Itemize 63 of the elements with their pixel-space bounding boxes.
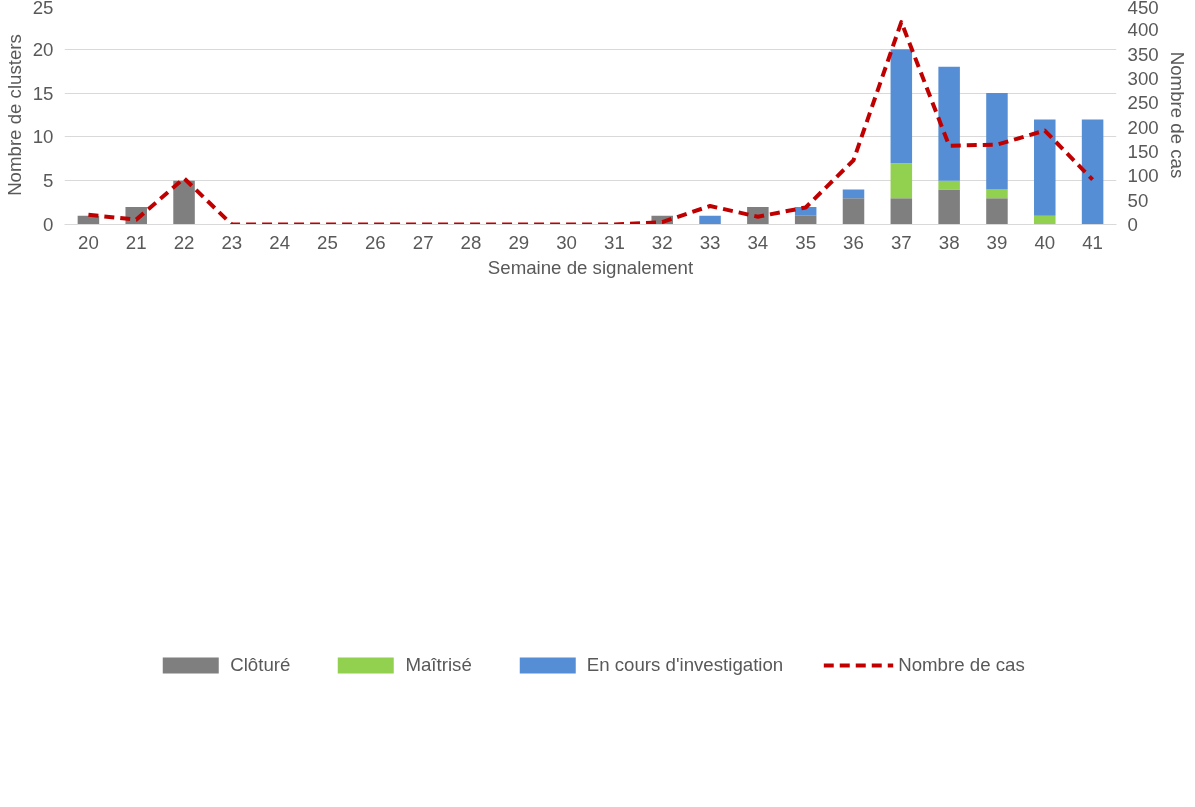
- x-tick-label: 26: [364, 231, 386, 253]
- y-tick-label: 10: [32, 126, 54, 148]
- y2-tick-label: 150: [1127, 141, 1159, 162]
- legend-label: Clôturé: [230, 653, 291, 676]
- bar: [794, 206, 817, 216]
- bar: [842, 189, 865, 199]
- bar: [842, 198, 865, 225]
- y-axis-title: Nombre de clusters: [3, 34, 25, 196]
- x-tick-label: 38: [938, 231, 960, 253]
- y2-tick-label: 450: [1127, 0, 1159, 18]
- y2-tick-label: 300: [1127, 68, 1159, 89]
- x-tick-label: 29: [508, 231, 530, 253]
- bar: [986, 198, 1008, 225]
- bar: [890, 198, 913, 225]
- bar: [986, 189, 1008, 199]
- legend-label: En cours d'investigation: [586, 653, 784, 676]
- x-tick-label: 28: [460, 231, 482, 253]
- y2-tick-label: 250: [1127, 92, 1159, 114]
- y-tick-label: 5: [43, 170, 54, 192]
- bar: [699, 215, 721, 225]
- bar: [890, 49, 913, 164]
- line-series: [86, 20, 1095, 225]
- y2-tick-label: 350: [1127, 43, 1159, 65]
- x-tick-label: 23: [221, 231, 243, 253]
- bar: [173, 180, 195, 225]
- x-tick-label: 32: [651, 231, 673, 253]
- x-tick-label: 34: [747, 231, 769, 253]
- x-tick-label: 22: [173, 231, 195, 253]
- bar: [890, 163, 913, 199]
- bar: [1034, 215, 1056, 225]
- bar: [1034, 119, 1056, 216]
- bar: [938, 189, 960, 225]
- y2-tick-label: 50: [1127, 189, 1149, 211]
- y2-tick-label: 0: [1127, 214, 1138, 235]
- x-tick-label: 24: [269, 231, 291, 253]
- x-tick-label: 27: [412, 231, 434, 253]
- y2-tick-label: 200: [1127, 116, 1159, 138]
- bar: [938, 66, 960, 181]
- y2-axis-title: Nombre de cas: [1166, 51, 1188, 179]
- bar: [938, 180, 960, 190]
- x-tick-label: 39: [986, 231, 1008, 253]
- x-tick-label: 25: [317, 231, 338, 253]
- y-tick-label: 25: [32, 0, 54, 18]
- legend-label: Nombre de cas: [898, 653, 1025, 676]
- x-tick-label: 41: [1082, 231, 1103, 253]
- x-tick-label: 36: [843, 231, 864, 253]
- x-tick-label: 35: [795, 231, 817, 253]
- x-tick-label: 40: [1034, 231, 1056, 253]
- bar: [1081, 119, 1104, 225]
- y2-tick-label: 100: [1127, 165, 1159, 187]
- y-tick-label: 15: [32, 82, 54, 104]
- x-tick-label: 30: [556, 231, 577, 253]
- x-tick-label: 31: [604, 231, 625, 253]
- x-tick-label: 37: [890, 231, 912, 253]
- x-tick-label: 21: [125, 231, 147, 253]
- bar: [986, 93, 1008, 190]
- legend-label: Maîtrisé: [405, 653, 472, 676]
- y-tick-label: 20: [32, 38, 54, 60]
- x-tick-label: 20: [78, 231, 99, 253]
- x-axis-title: Semaine de signalement: [487, 256, 694, 278]
- y-tick-label: 0: [43, 214, 54, 235]
- y2-tick-label: 400: [1127, 19, 1159, 41]
- x-tick-label: 33: [699, 231, 721, 253]
